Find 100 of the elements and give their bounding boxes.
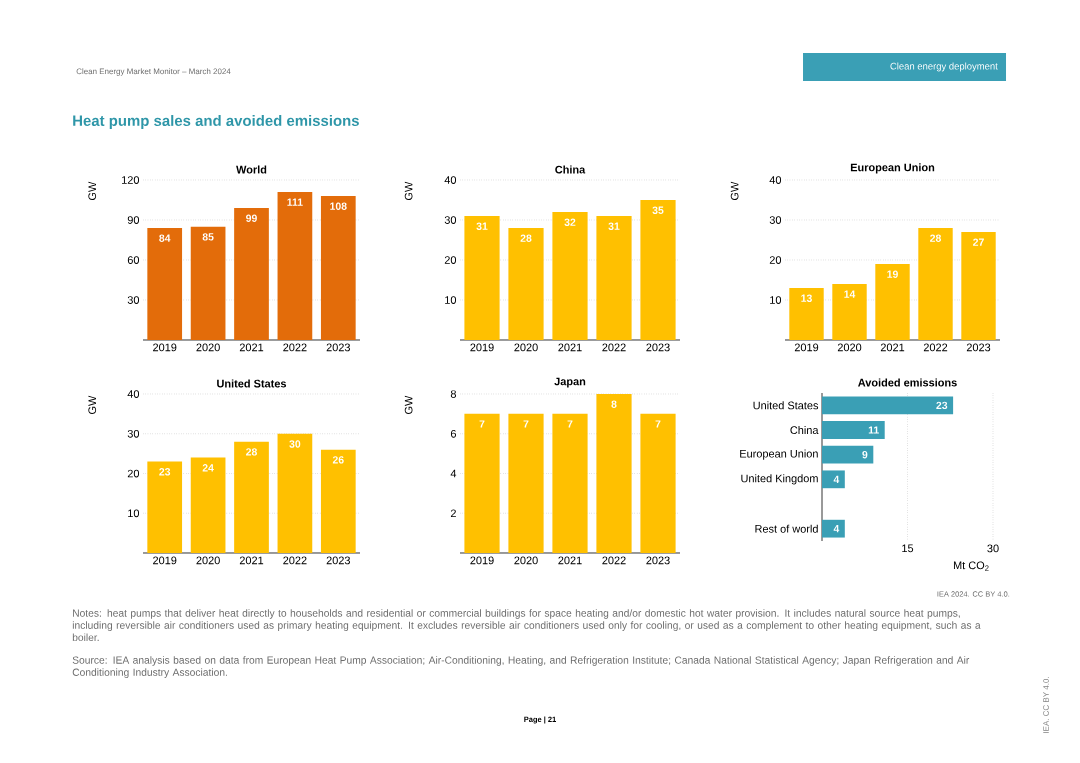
data-label: 23 [936,401,948,410]
x-tick-label: 2019 [794,343,819,352]
y-tick-label: 40 [127,390,140,398]
data-label: 27 [973,238,984,246]
data-label: 28 [930,234,941,242]
data-label: 31 [476,222,488,230]
data-label: 24 [202,464,214,472]
bar [147,461,183,553]
bar [234,207,269,340]
bar [875,264,910,340]
bar [640,200,676,340]
data-label: 31 [608,222,620,230]
bar [918,228,953,340]
bar [277,433,313,553]
data-label: 85 [202,233,214,241]
chart-title: China [555,165,586,174]
y-tick-label: United Kingdom [741,474,818,485]
chart-title: World [236,165,267,174]
x-tick-label: 2022 [602,343,626,352]
data-label: 8 [611,400,617,408]
x-tick-label: 2022 [602,556,626,565]
y-tick-label: 8 [450,390,456,398]
y-tick-label: 2 [450,509,456,518]
data-label: 28 [246,448,257,456]
x-axis-title: Mt CO$_{2}$ [953,561,989,571]
y-tick-label: 20 [769,256,782,264]
source-note: Source: IEA analysis based on data from European Heat Pump Association; Air-Conditioning, Heating, and Refrigeration Institute; Canada National Statistical Agency; Japan Refrigeration and Air Conditioning Industry Association. [72,656,970,678]
data-label: 4 [833,525,840,533]
y-axis-title: GW [88,395,97,415]
x-tick-label: 2023 [326,343,350,352]
data-label: 84 [159,234,171,242]
x-tick-label: 2020 [514,556,538,565]
data-label: 32 [564,218,576,226]
y-tick-label: 30 [769,216,782,224]
x-tick-label: 2019 [153,556,177,565]
bar [508,228,544,340]
x-tick-label: 2019 [470,343,494,352]
bar [147,227,183,340]
x-tick-label: 2022 [923,343,948,352]
chart-title: European Union [850,163,935,174]
x-tick-label: 2023 [646,556,670,565]
chart-title: Japan [554,377,586,388]
y-tick-label: 60 [127,256,140,264]
bar [961,232,996,340]
chart-title: United States [217,379,287,388]
bar [822,396,954,415]
bar [596,216,632,340]
bar [320,195,356,340]
data-label: 14 [844,290,856,298]
y-tick-label: 4 [450,469,457,478]
bar [832,284,867,340]
x-tick-label: 2021 [239,556,264,565]
y-tick-label: 20 [127,469,140,478]
y-tick-label: 30 [127,296,140,304]
data-label: 99 [246,214,257,222]
bar [822,519,845,538]
y-axis-title: GW [404,181,413,201]
y-tick-label: Rest of world [755,524,818,533]
bar [464,216,500,340]
bar [552,212,588,340]
data-label: 19 [887,270,898,278]
bar [234,441,269,553]
y-axis-title: GW [404,395,413,415]
bar [190,457,226,553]
data-label: 7 [479,420,485,428]
y-tick-label: 20 [444,256,457,264]
x-tick-label: 2023 [966,343,991,352]
y-tick-label: 120 [122,176,140,184]
data-label: 28 [520,234,532,242]
y-tick-label: 90 [127,216,140,224]
data-label: 7 [655,420,661,428]
y-tick-label: 40 [769,176,782,184]
data-label: 7 [523,420,529,428]
x-tick-label: 2021 [558,343,582,352]
y-tick-label: China [790,425,819,435]
data-label: 111 [287,198,303,206]
bar [320,449,356,553]
x-tick-label: 2022 [283,556,307,565]
x-tick-label: 2021 [558,556,582,565]
data-label: 30 [289,440,301,448]
data-label: 9 [862,450,868,459]
x-tick-label: 2023 [646,343,670,352]
text: Clean energy deployment [890,62,998,72]
x-tick-label: 2021 [880,343,905,352]
text: Heat pump sales and avoided emissions [73,115,359,129]
y-axis-title: GW [730,181,739,201]
y-tick-label: 6 [450,429,456,438]
x-tick-label: 2023 [326,556,350,565]
x-tick-label: 2020 [196,343,220,352]
x-tick-label: 2021 [239,343,264,352]
chart-title: Avoided emissions [858,378,957,387]
data-label: 11 [868,426,879,434]
x-tick-label: 2022 [283,343,307,352]
y-tick-label: United States [753,401,819,410]
text: Notes: heat pumps that deliver heat directly to households and residential or commercial buildings for space heating and/or domestic hot water provision. It includes natural source heat pumps, including reversible air conditioners used as primary heating equipment. It excludes reversible air conditioners used only for cooling, or used as a complement to other heating equipment, such as a boiler. [72,609,981,642]
y-tick-label: 10 [128,509,140,518]
data-label: 23 [159,468,171,476]
data-label: 13 [801,294,812,302]
y-tick-label: 10 [770,296,782,304]
data-label: 4 [833,475,840,483]
